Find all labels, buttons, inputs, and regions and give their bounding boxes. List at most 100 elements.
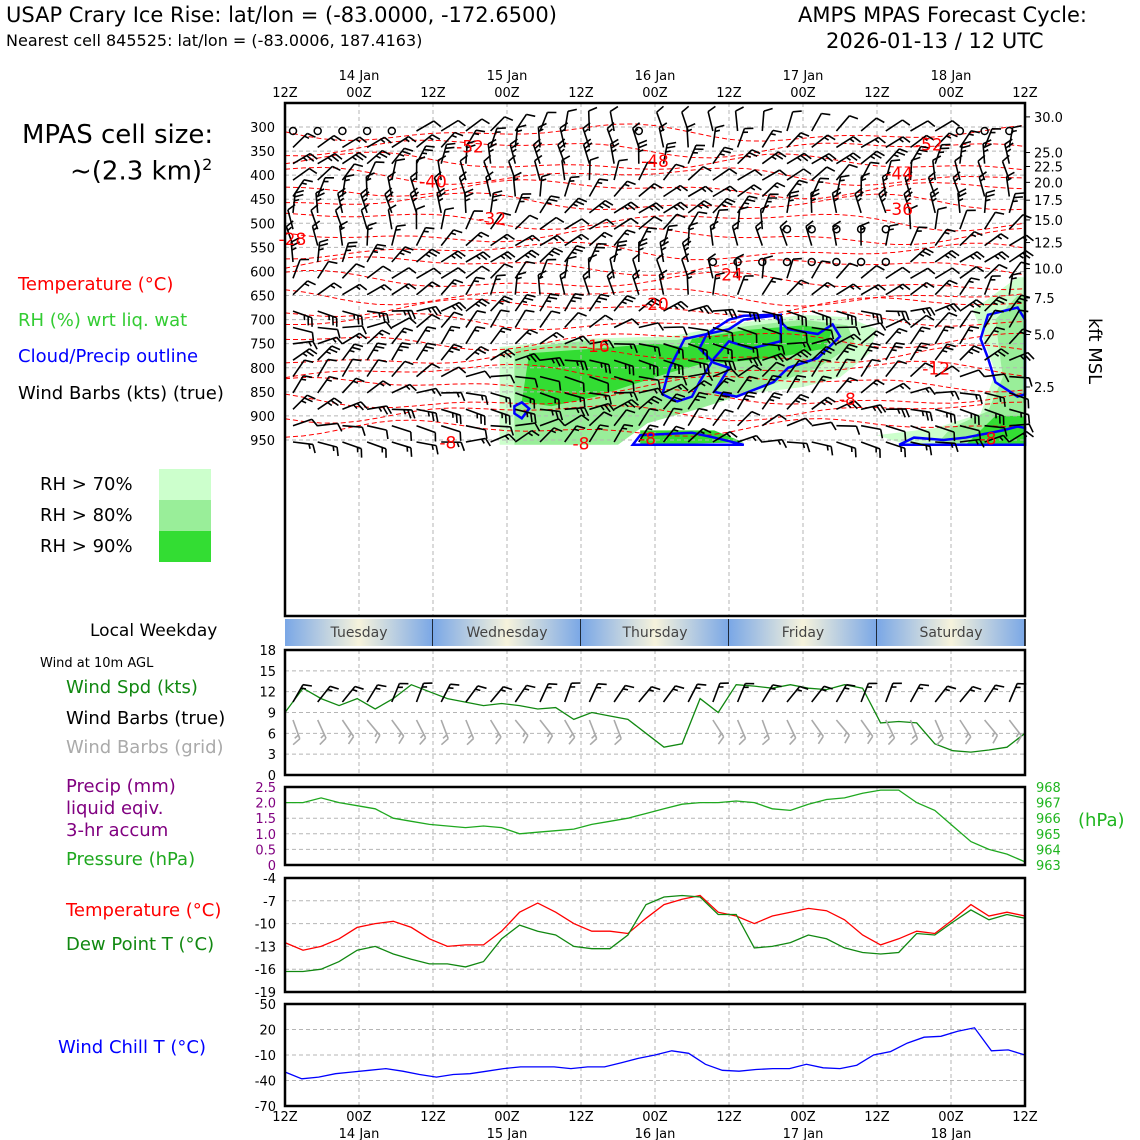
wind-barb-485 xyxy=(416,387,442,397)
wind-barb-507 xyxy=(959,392,983,405)
wind-barb-595 xyxy=(910,441,933,456)
surface-barb-grid-0 xyxy=(292,719,301,746)
windchill-frame xyxy=(283,1002,1027,1108)
wind-barb-365 xyxy=(415,313,441,329)
wind-barb-220 xyxy=(539,234,565,247)
kft-label-3: 20.0 xyxy=(1034,176,1063,191)
wind-barb-113 xyxy=(860,161,880,181)
wind-barb-142 xyxy=(835,174,850,197)
calm-wind-28 xyxy=(980,126,989,136)
wind-barb-572 xyxy=(342,441,363,458)
wind-barb-153 xyxy=(360,187,370,214)
wind-barb-111 xyxy=(811,166,836,181)
temp-label-3: -44 xyxy=(885,165,913,185)
wind-barb-503 xyxy=(860,379,885,394)
rh-region-5 xyxy=(521,343,715,407)
surface-barb-grid-13 xyxy=(613,719,622,746)
bottom-time-9: 00Z xyxy=(938,1110,964,1125)
wind-barb-82 xyxy=(835,152,861,165)
wind-barb-307 xyxy=(465,276,485,296)
wind-barb-362 xyxy=(342,325,367,335)
wind-barb-495 xyxy=(663,383,689,394)
surface-barb-grid-11 xyxy=(564,719,576,745)
wind-barb-427 xyxy=(465,345,490,361)
wind-barb-452 xyxy=(341,358,362,378)
surface-barb-grid-29 xyxy=(1008,719,1023,745)
wind-barb-67 xyxy=(465,140,476,164)
wind-barb-458 xyxy=(490,374,516,384)
title-right-2: 2026-01-13 / 12 UTC xyxy=(826,29,1044,53)
wind-barb-491 xyxy=(564,392,586,408)
wind-ytick-2: 12 xyxy=(259,686,276,701)
wind-barb-151 xyxy=(315,188,325,213)
weekday-saturday: Saturday xyxy=(919,625,982,641)
wind-barb-222 xyxy=(588,231,613,247)
wind-barb-346 xyxy=(687,304,714,315)
wind-barb-518 xyxy=(490,408,511,425)
wind-barb-44 xyxy=(631,122,641,148)
wind-barb-470 xyxy=(786,359,808,378)
top-time-5: 00Z xyxy=(642,86,668,101)
wind-barb-519 xyxy=(515,408,537,424)
temp-label-10: -16 xyxy=(582,337,610,357)
wind-barb-102 xyxy=(588,156,599,181)
wind-barb-93 xyxy=(366,161,385,181)
kft-label-7: 10.0 xyxy=(1034,263,1063,278)
wind-barb-224 xyxy=(638,227,657,246)
wind-barb-588 xyxy=(737,434,763,444)
wind-barb-379 xyxy=(762,326,783,344)
wind-barb-300 xyxy=(292,280,316,296)
wind-barb-580 xyxy=(539,427,563,443)
wind-barb-587 xyxy=(712,431,738,443)
wind-barb-517 xyxy=(465,408,486,426)
wind-barb-455 xyxy=(415,363,441,378)
calm-wind-1 xyxy=(313,126,322,136)
wind-barb-114 xyxy=(885,159,901,181)
wind-barb-308 xyxy=(489,274,506,295)
wind-barb-417 xyxy=(959,325,980,345)
wind-barb-478 xyxy=(984,373,1010,383)
wind-barb-480 xyxy=(292,375,313,394)
weekday-cell-2 xyxy=(581,619,729,646)
wind-barb-252 xyxy=(588,242,607,263)
wind-barb-351 xyxy=(811,310,832,327)
wind-barb-475 xyxy=(909,362,934,378)
wind-barb-77 xyxy=(712,146,734,165)
wind-barb-597 xyxy=(959,438,985,448)
temp-label-13: -8 xyxy=(439,433,456,453)
surface-barb-true-22 xyxy=(835,683,856,703)
wind-barb-481 xyxy=(317,375,339,394)
wind-barb-436 xyxy=(688,359,710,374)
wind-barb-53 xyxy=(860,136,886,149)
wind-barb-21 xyxy=(811,112,831,132)
wind-barb-12 xyxy=(587,106,598,132)
wind-barb-589 xyxy=(762,438,788,449)
bottom-date-7: 17 Jan xyxy=(783,1127,824,1140)
wind-barb-408 xyxy=(737,343,759,358)
bottom-time-10: 12Z xyxy=(1012,1110,1038,1125)
wind-barb-420 xyxy=(292,348,318,361)
wind-barb-388 xyxy=(983,309,1004,328)
wind-barb-527 xyxy=(712,391,733,410)
legend-wind-barbs-grid: Wind Barbs (grid) xyxy=(66,737,224,758)
wind-barb-72 xyxy=(582,138,593,164)
wind-barb-273 xyxy=(366,265,392,279)
wind-barb-558 xyxy=(737,410,761,427)
rh-70-swatch xyxy=(159,469,211,500)
wind-barb-238 xyxy=(984,233,1009,247)
wind-barb-349 xyxy=(762,310,784,325)
wind-barb-412 xyxy=(836,333,862,345)
bottom-time-0: 12Z xyxy=(272,1110,298,1125)
wind-barb-363 xyxy=(366,321,393,330)
wind-barb-361 xyxy=(317,326,341,339)
wind-barb-13 xyxy=(609,105,619,132)
wind-barb-356 xyxy=(934,302,961,313)
wind-barb-403 xyxy=(614,343,638,354)
wind-barb-443 xyxy=(860,342,881,361)
wind-barb-90 xyxy=(292,167,318,181)
wind-barb-474 xyxy=(885,360,908,378)
wind-barb-160 xyxy=(539,195,560,214)
wind-barb-173 xyxy=(854,187,864,214)
wind-barb-314 xyxy=(631,269,641,295)
wind-barb-333 xyxy=(366,310,390,323)
